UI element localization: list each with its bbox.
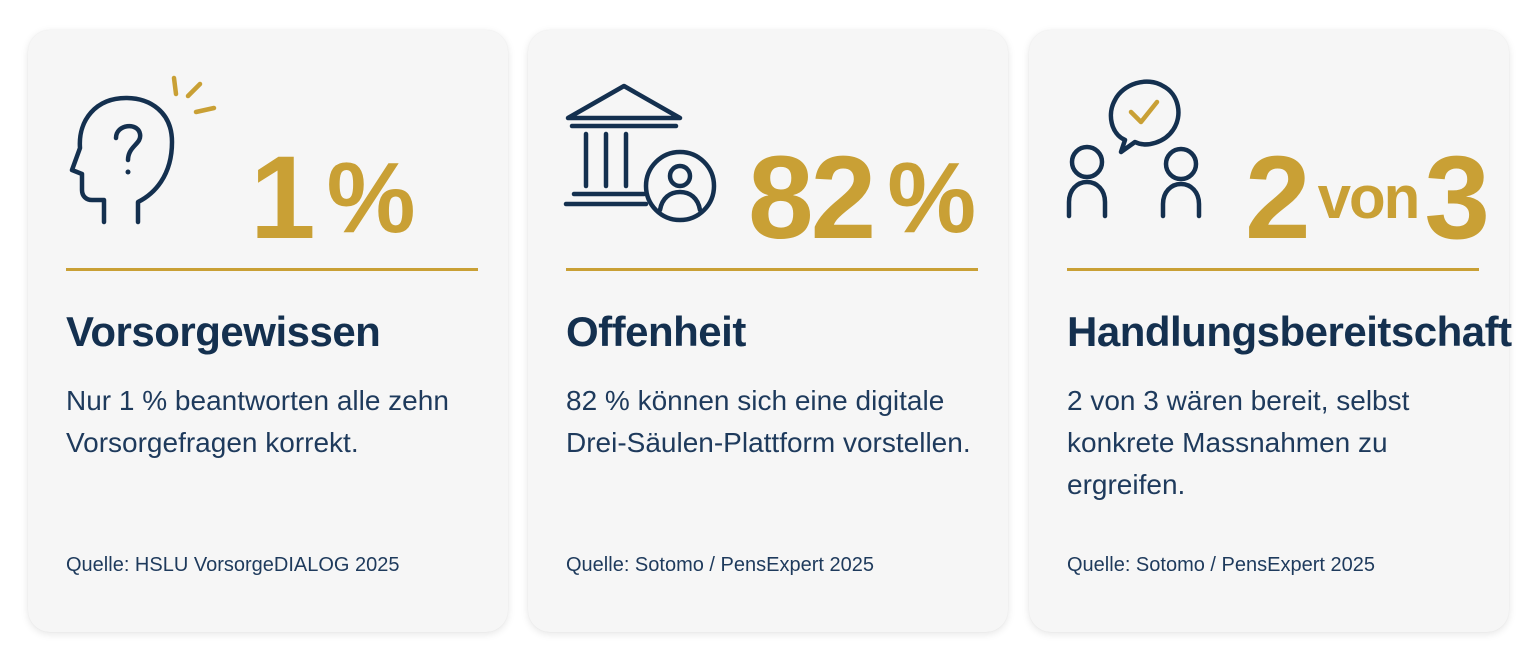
divider	[66, 268, 478, 271]
divider	[1067, 268, 1479, 271]
card-description: Nur 1 % beantworten alle zehn Vorsorgefr…	[66, 385, 449, 458]
stat-number: 82	[748, 132, 876, 264]
card-source: Quelle: HSLU VorsorgeDIALOG 2025	[66, 554, 400, 576]
card-description: 2 von 3 wären bereit, selbst konkrete Ma…	[1067, 385, 1410, 500]
card-heading: Vorsorgewissen	[66, 308, 381, 355]
card-source: Quelle: Sotomo / PensExpert 2025	[566, 554, 874, 576]
stat-denominator: 3	[1424, 132, 1490, 264]
stat-value: 82 %	[748, 128, 976, 268]
stat-value: 2 von 3	[1245, 128, 1490, 268]
card-handlungsbereitschaft: 2 von 3 Handlungsbereitschaft 2 von 3 wä…	[1029, 30, 1512, 632]
divider	[566, 268, 978, 271]
card-heading: Handlungsbereitschaft	[1067, 308, 1512, 355]
stat-unit: %	[326, 142, 416, 254]
people-checkmark-icon	[1065, 72, 1225, 232]
bank-person-icon	[563, 82, 724, 232]
head-question-icon	[68, 72, 228, 232]
stat-connector: von	[1317, 164, 1421, 231]
card-heading: Offenheit	[566, 308, 746, 355]
card-vorsorgewissen: 1 % Vorsorgewissen Nur 1 % beantworten a…	[28, 30, 508, 632]
card-description: 82 % können sich eine digitale Drei-Säul…	[566, 385, 971, 458]
stat-number: 1	[250, 132, 316, 264]
stat-unit: %	[887, 142, 977, 254]
stat-number: 2	[1245, 132, 1311, 264]
card-source: Quelle: Sotomo / PensExpert 2025	[1067, 554, 1375, 576]
card-offenheit: 82 % Offenheit 82 % können sich eine dig…	[528, 30, 1008, 632]
stat-value: 1 %	[250, 128, 416, 268]
